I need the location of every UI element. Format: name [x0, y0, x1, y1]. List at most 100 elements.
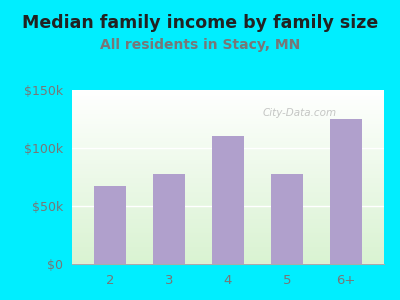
Bar [72, 146, 384, 147]
Bar [72, 213, 384, 214]
Bar [72, 241, 384, 242]
Bar [271, 173, 303, 264]
Bar [72, 196, 384, 197]
Bar [72, 152, 384, 153]
Bar [72, 230, 384, 232]
Bar [72, 218, 384, 219]
Bar [72, 247, 384, 248]
Bar [72, 165, 384, 166]
Bar [72, 90, 384, 91]
Bar [72, 153, 384, 154]
Bar [72, 227, 384, 228]
Bar [72, 175, 384, 176]
Bar [72, 145, 384, 146]
Bar [72, 236, 384, 237]
Bar [94, 186, 126, 264]
Bar [72, 226, 384, 227]
Bar [72, 106, 384, 107]
Bar [72, 222, 384, 224]
Bar [72, 147, 384, 148]
Bar [72, 158, 384, 160]
Bar [72, 114, 384, 116]
Bar [72, 177, 384, 178]
Bar [72, 198, 384, 199]
Bar [72, 173, 384, 175]
Bar [72, 255, 384, 256]
Bar [72, 164, 384, 165]
Bar [72, 126, 384, 127]
Bar [72, 263, 384, 264]
Bar [72, 183, 384, 184]
Bar [72, 150, 384, 152]
Bar [72, 234, 384, 235]
Bar [72, 138, 384, 139]
Bar [72, 186, 384, 188]
Bar [72, 136, 384, 138]
Bar [72, 161, 384, 162]
Bar [72, 197, 384, 198]
Bar [72, 99, 384, 101]
Bar [72, 140, 384, 141]
Bar [72, 103, 384, 104]
Bar [72, 119, 384, 120]
Bar [72, 237, 384, 238]
Bar [72, 182, 384, 183]
Bar [72, 208, 384, 209]
Bar [72, 104, 384, 105]
Bar [72, 257, 384, 258]
Bar [72, 113, 384, 114]
Bar [72, 205, 384, 206]
Bar [72, 124, 384, 125]
Bar [72, 207, 384, 208]
Bar [72, 133, 384, 134]
Bar [72, 192, 384, 193]
Bar [72, 122, 384, 124]
Bar [72, 139, 384, 140]
Bar [72, 242, 384, 243]
Bar [72, 199, 384, 200]
Bar [72, 206, 384, 207]
Bar [72, 143, 384, 145]
Bar [72, 98, 384, 99]
Bar [72, 243, 384, 244]
Bar [72, 148, 384, 149]
Bar [72, 193, 384, 194]
Text: City-Data.com: City-Data.com [263, 108, 337, 118]
Bar [72, 204, 384, 205]
Bar [72, 116, 384, 117]
Bar [72, 248, 384, 249]
Bar [72, 245, 384, 247]
Bar [72, 168, 384, 169]
Bar [72, 127, 384, 128]
Bar [72, 163, 384, 164]
Bar [72, 209, 384, 211]
Bar [72, 200, 384, 201]
Bar [72, 157, 384, 158]
Bar [72, 129, 384, 130]
Bar [72, 167, 384, 168]
Bar [72, 110, 384, 111]
Bar [212, 136, 244, 264]
Bar [72, 130, 384, 132]
Bar [72, 91, 384, 92]
Bar [72, 142, 384, 143]
Bar [72, 191, 384, 192]
Bar [72, 118, 384, 119]
Bar [72, 215, 384, 216]
Bar [72, 125, 384, 126]
Bar [72, 262, 384, 263]
Bar [72, 194, 384, 196]
Bar [72, 250, 384, 251]
Bar [72, 240, 384, 241]
Bar [72, 184, 384, 185]
Bar [72, 112, 384, 113]
Bar [72, 211, 384, 212]
Bar [72, 189, 384, 190]
Bar [72, 97, 384, 98]
Bar [72, 256, 384, 257]
Bar [72, 238, 384, 240]
Bar [72, 102, 384, 103]
Bar [72, 176, 384, 177]
Bar [72, 120, 384, 121]
Bar [72, 252, 384, 253]
